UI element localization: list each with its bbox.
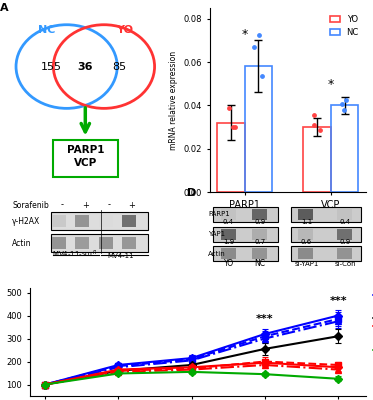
FancyBboxPatch shape [337, 209, 352, 220]
FancyBboxPatch shape [53, 140, 118, 177]
Text: 0.4: 0.4 [223, 218, 234, 224]
Bar [331, 106, 358, 192]
Text: B: B [156, 0, 164, 1]
FancyBboxPatch shape [75, 237, 89, 249]
Point [339, 100, 345, 107]
Text: -: - [107, 200, 110, 210]
Point [230, 124, 236, 130]
FancyBboxPatch shape [291, 227, 361, 242]
Text: 155: 155 [41, 62, 62, 72]
Text: NC: NC [38, 25, 55, 35]
FancyBboxPatch shape [52, 237, 66, 249]
Text: D: D [186, 188, 196, 198]
FancyBboxPatch shape [51, 212, 148, 230]
FancyBboxPatch shape [221, 248, 236, 259]
FancyBboxPatch shape [252, 248, 267, 259]
Point [341, 107, 347, 113]
Bar [245, 66, 272, 192]
Text: γ-H2AX: γ-H2AX [12, 216, 40, 226]
FancyBboxPatch shape [122, 237, 136, 249]
Text: 0.9: 0.9 [340, 238, 351, 244]
Text: YO: YO [116, 25, 133, 35]
Text: ***: *** [256, 314, 274, 324]
Text: A: A [0, 3, 8, 13]
FancyBboxPatch shape [298, 209, 313, 220]
FancyBboxPatch shape [291, 246, 361, 261]
Text: 1.9: 1.9 [223, 238, 234, 244]
Legend: si-YAP1-1, si-YAP1-2, si-YAP1-3, si-Con, si-YAP1-1+iPARP1, si-YAP1-2+iPARP1, si-: si-YAP1-1, si-YAP1-2, si-YAP1-3, si-Con,… [372, 291, 373, 354]
Point [251, 44, 257, 50]
Text: 85: 85 [113, 62, 126, 72]
Text: 0.9: 0.9 [254, 218, 265, 224]
FancyBboxPatch shape [98, 215, 113, 227]
Text: Actin: Actin [12, 238, 32, 248]
FancyBboxPatch shape [98, 237, 113, 249]
Text: +: + [82, 200, 89, 210]
Point [317, 127, 323, 133]
Y-axis label: mRNA relative expression: mRNA relative expression [169, 50, 178, 150]
Text: *: * [241, 28, 248, 41]
Text: PARP1
VCP: PARP1 VCP [66, 145, 104, 168]
Y-axis label: Cell viability (% of 0h): Cell viability (% of 0h) [0, 296, 1, 388]
Point [232, 124, 238, 130]
Text: -: - [60, 200, 63, 210]
FancyBboxPatch shape [122, 215, 136, 227]
FancyBboxPatch shape [213, 227, 278, 242]
Text: MV4-11-sor$^R$: MV4-11-sor$^R$ [52, 249, 97, 260]
Text: Actin: Actin [208, 250, 226, 256]
FancyBboxPatch shape [298, 229, 313, 240]
Bar [303, 127, 331, 192]
Text: 0.7: 0.7 [254, 238, 265, 244]
FancyBboxPatch shape [337, 248, 352, 259]
FancyBboxPatch shape [75, 215, 89, 227]
Text: 0.4: 0.4 [340, 218, 351, 224]
Bar [217, 123, 245, 192]
Text: Sorafenib: Sorafenib [12, 200, 49, 210]
Point [259, 73, 265, 80]
FancyBboxPatch shape [52, 215, 66, 227]
FancyBboxPatch shape [337, 229, 352, 240]
Text: 1.1: 1.1 [301, 218, 312, 224]
Text: 0.6: 0.6 [301, 238, 312, 244]
Point [226, 104, 232, 111]
Text: si-YAP1: si-YAP1 [294, 262, 319, 268]
Text: MV4-11: MV4-11 [108, 253, 134, 259]
Point [311, 122, 317, 128]
FancyBboxPatch shape [252, 209, 267, 220]
FancyBboxPatch shape [221, 229, 236, 240]
Legend: YO, NC: YO, NC [327, 12, 361, 39]
Text: si-Con: si-Con [335, 262, 356, 268]
FancyBboxPatch shape [51, 234, 148, 252]
FancyBboxPatch shape [213, 207, 278, 222]
FancyBboxPatch shape [213, 246, 278, 261]
FancyBboxPatch shape [252, 229, 267, 240]
Text: 36: 36 [78, 62, 93, 72]
Text: *: * [328, 78, 334, 91]
FancyBboxPatch shape [291, 207, 361, 222]
Point [256, 32, 262, 38]
Point [311, 112, 317, 118]
FancyBboxPatch shape [298, 248, 313, 259]
Text: PARP1: PARP1 [208, 212, 230, 218]
Text: YAP1: YAP1 [208, 232, 225, 238]
Point [343, 97, 349, 104]
Text: NC: NC [254, 260, 265, 268]
FancyBboxPatch shape [221, 209, 236, 220]
Text: ***: *** [329, 296, 347, 306]
Text: +: + [129, 200, 135, 210]
Text: YO: YO [223, 260, 233, 268]
